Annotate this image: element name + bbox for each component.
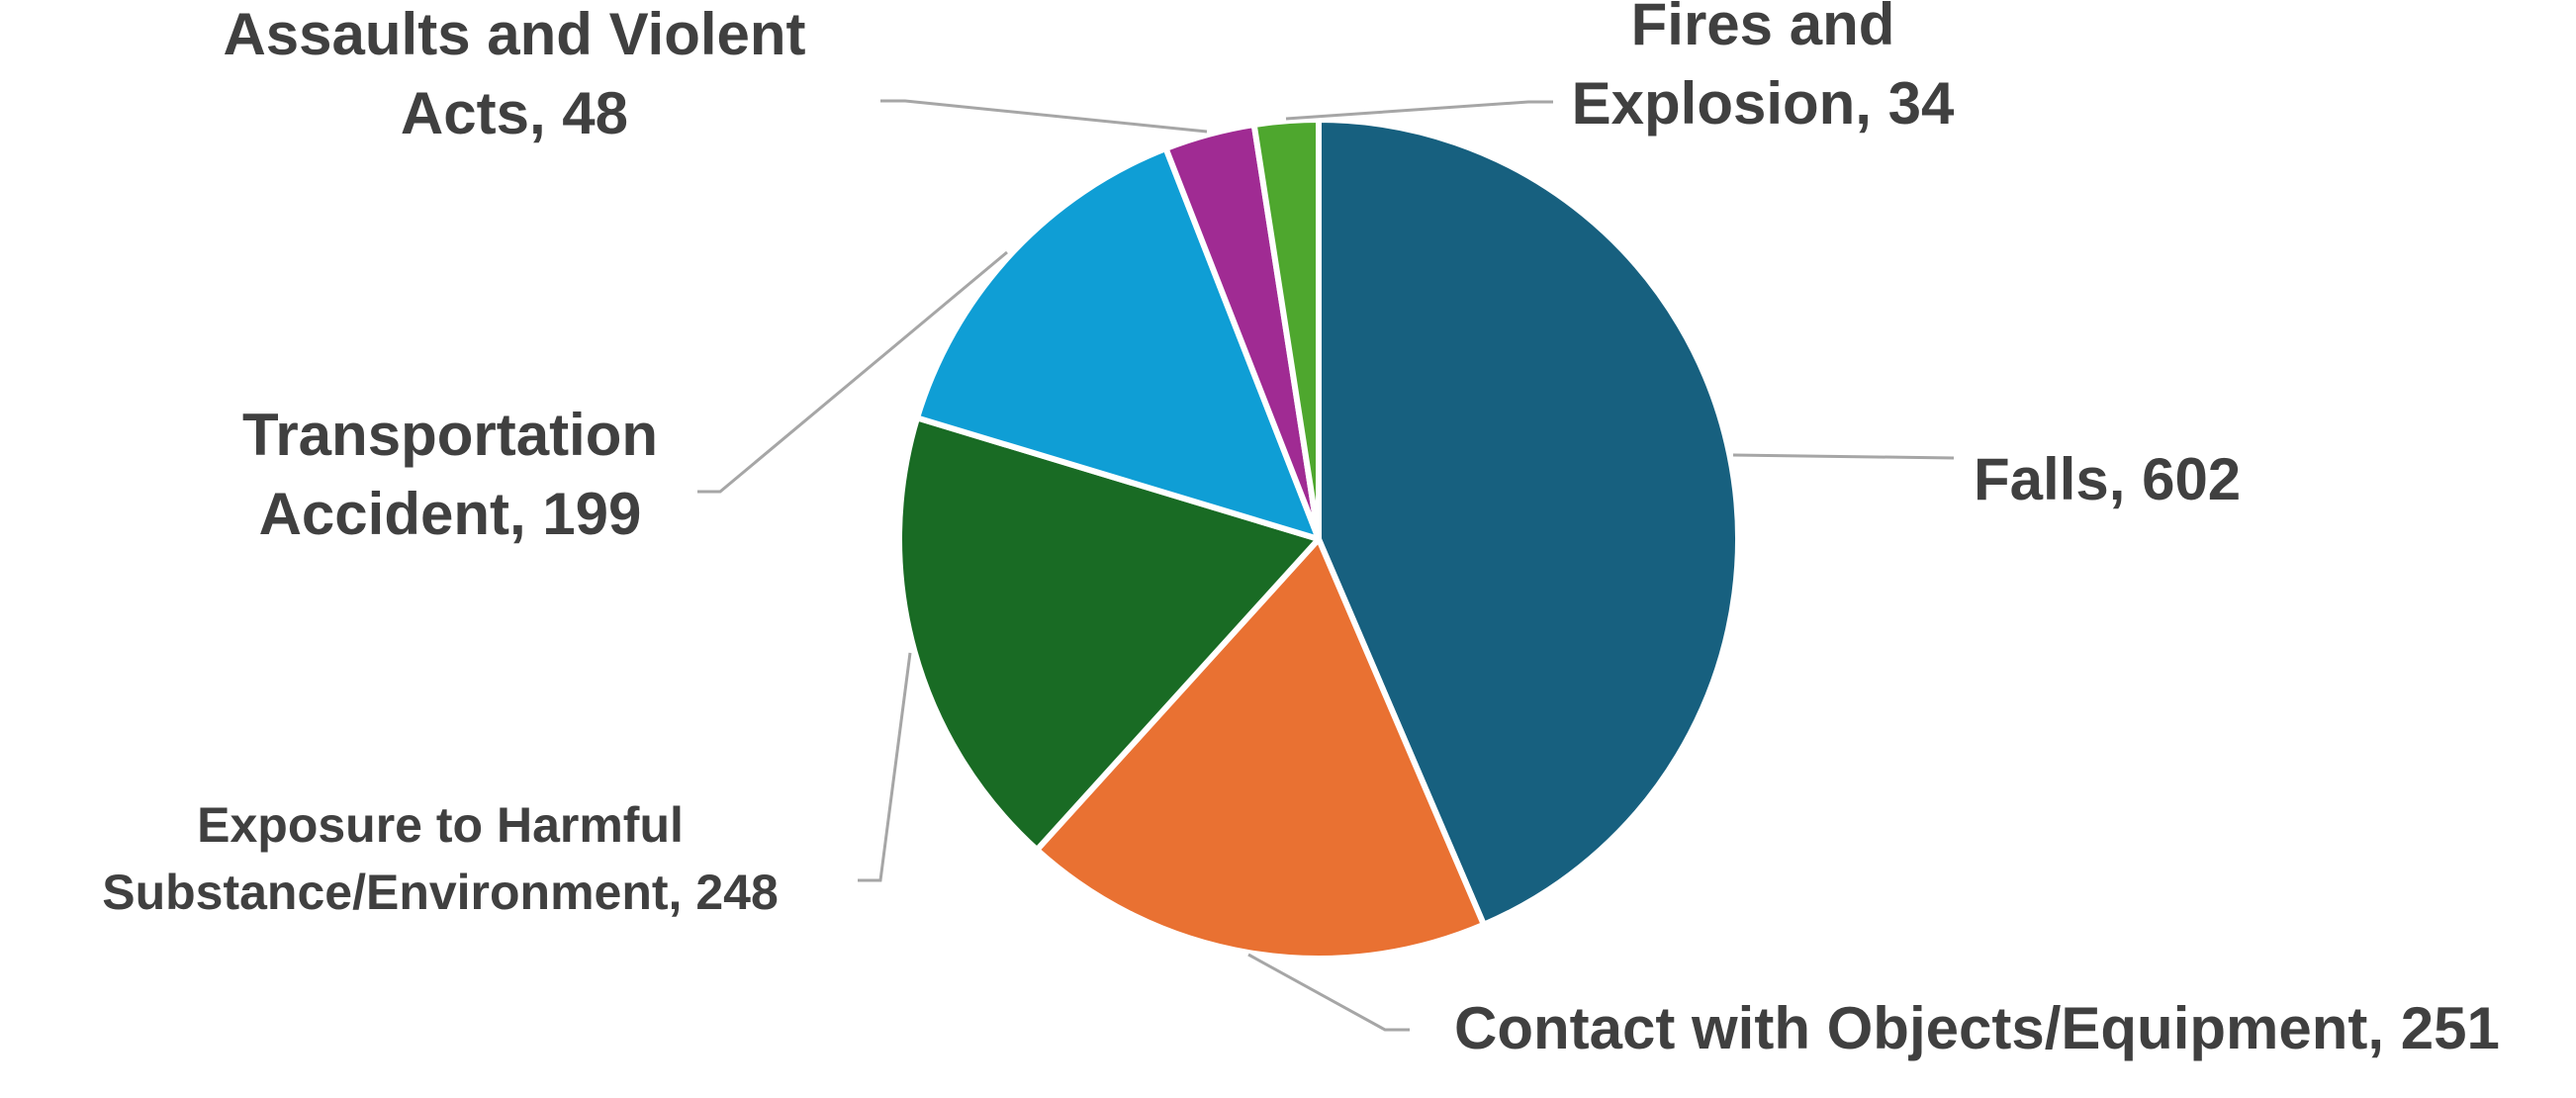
leader-lines: [697, 99, 1955, 1032]
data-label-contact-with-objects-equipment: Contact with Objects/Equipment, 251: [1454, 995, 2500, 1061]
leader-line-assaults-and-violent-acts: [880, 99, 1208, 134]
data-label-assaults-and-violent-acts: Assaults and Violent Acts, 48: [223, 1, 805, 146]
data-label-fires-and-explosion: Fires and Explosion, 34: [1572, 0, 1955, 137]
pie-slice-falls: [1316, 117, 1741, 928]
data-label-line: Substance/Environment, 248: [102, 865, 779, 920]
leader-line-fires-and-explosion: [1285, 100, 1553, 121]
data-label-line: Accident, 199: [259, 481, 642, 547]
pie-slices: [896, 117, 1741, 961]
leader-line-falls: [1732, 453, 1955, 460]
pie-slice-contact-with-objects-equipment: [1034, 536, 1487, 961]
data-label-line: Explosion, 34: [1572, 70, 1955, 137]
pie-slice-transportation-accident: [914, 145, 1322, 542]
pie-slice-fires-and-explosion: [1250, 117, 1322, 542]
data-label-line: Contact with Objects/Equipment, 251: [1454, 995, 2500, 1061]
data-label-falls: Falls, 602: [1974, 446, 2241, 512]
data-label-line: Assaults and Violent: [223, 1, 805, 67]
leader-line-transportation-accident: [697, 250, 1008, 494]
leader-line-contact-with-objects-equipment: [1247, 953, 1410, 1032]
data-label-line: Transportation: [242, 402, 658, 468]
data-label-line: Fires and: [1631, 0, 1895, 57]
data-labels: Falls, 602 Contact with Objects/Equipment…: [102, 0, 2500, 1061]
pie-slice-exposure-to-harmful-substance-environment: [896, 414, 1322, 854]
data-label-transportation-accident: Transportation Accident, 199: [242, 402, 658, 547]
data-label-line: Falls, 602: [1974, 446, 2241, 512]
data-label-line: Acts, 48: [401, 80, 628, 146]
data-label-exposure-to-harmful-substance-environment: Exposure to Harmful Substance/Environment…: [102, 797, 779, 920]
data-label-line: Exposure to Harmful: [197, 797, 684, 853]
leader-line-exposure-to-harmful-substance-environment: [858, 652, 912, 882]
